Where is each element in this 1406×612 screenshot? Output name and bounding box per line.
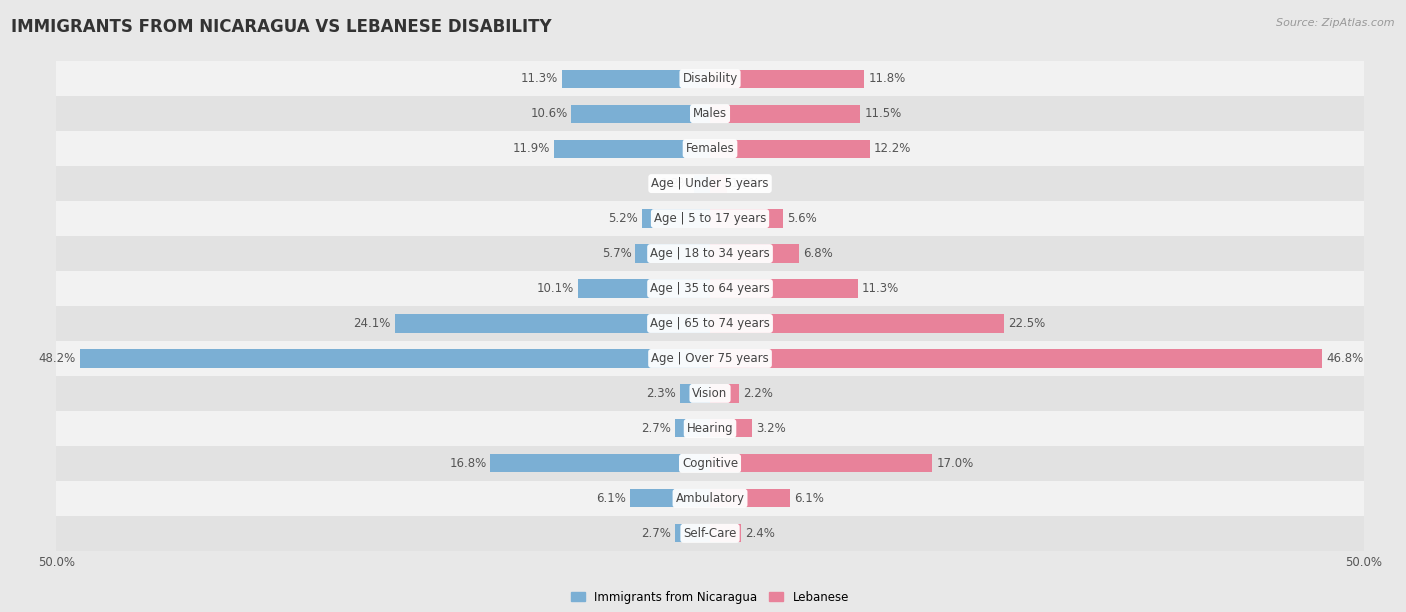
Text: IMMIGRANTS FROM NICARAGUA VS LEBANESE DISABILITY: IMMIGRANTS FROM NICARAGUA VS LEBANESE DI… bbox=[11, 18, 553, 36]
Bar bbox=[80, 349, 710, 368]
Text: Age | 65 to 74 years: Age | 65 to 74 years bbox=[650, 317, 770, 330]
Bar bbox=[56, 306, 1364, 341]
Text: 48.2%: 48.2% bbox=[38, 352, 76, 365]
Bar bbox=[710, 70, 865, 88]
Text: 3.2%: 3.2% bbox=[756, 422, 786, 435]
Bar bbox=[710, 244, 799, 263]
Bar bbox=[571, 105, 710, 123]
Text: 10.1%: 10.1% bbox=[537, 282, 574, 295]
Text: 2.7%: 2.7% bbox=[641, 527, 671, 540]
Text: Source: ZipAtlas.com: Source: ZipAtlas.com bbox=[1277, 18, 1395, 28]
Text: 6.8%: 6.8% bbox=[803, 247, 832, 260]
Text: 1.3%: 1.3% bbox=[731, 177, 761, 190]
Text: Females: Females bbox=[686, 142, 734, 155]
Bar bbox=[56, 376, 1364, 411]
Text: Cognitive: Cognitive bbox=[682, 457, 738, 470]
Text: 22.5%: 22.5% bbox=[1008, 317, 1046, 330]
Bar bbox=[578, 280, 710, 297]
Text: 5.2%: 5.2% bbox=[609, 212, 638, 225]
Bar bbox=[56, 411, 1364, 446]
Bar bbox=[630, 489, 710, 507]
Text: Disability: Disability bbox=[682, 72, 738, 85]
Text: 24.1%: 24.1% bbox=[353, 317, 391, 330]
Bar bbox=[710, 209, 783, 228]
Bar bbox=[710, 384, 738, 403]
Text: 16.8%: 16.8% bbox=[449, 457, 486, 470]
Text: 6.1%: 6.1% bbox=[596, 492, 626, 505]
Bar bbox=[562, 70, 710, 88]
Bar bbox=[395, 315, 710, 332]
Text: 2.7%: 2.7% bbox=[641, 422, 671, 435]
Text: 5.6%: 5.6% bbox=[787, 212, 817, 225]
Text: Males: Males bbox=[693, 107, 727, 120]
Text: Self-Care: Self-Care bbox=[683, 527, 737, 540]
Text: 6.1%: 6.1% bbox=[794, 492, 824, 505]
Text: 11.9%: 11.9% bbox=[513, 142, 551, 155]
Text: 46.8%: 46.8% bbox=[1326, 352, 1364, 365]
Bar bbox=[56, 446, 1364, 481]
Bar bbox=[636, 244, 710, 263]
Bar bbox=[56, 61, 1364, 96]
Text: 2.3%: 2.3% bbox=[647, 387, 676, 400]
Text: Age | 5 to 17 years: Age | 5 to 17 years bbox=[654, 212, 766, 225]
Bar bbox=[56, 131, 1364, 166]
Text: 12.2%: 12.2% bbox=[873, 142, 911, 155]
Text: 1.2%: 1.2% bbox=[661, 177, 690, 190]
Bar bbox=[681, 384, 710, 403]
Bar bbox=[710, 489, 790, 507]
Bar bbox=[56, 341, 1364, 376]
Text: Ambulatory: Ambulatory bbox=[675, 492, 745, 505]
Bar bbox=[675, 524, 710, 542]
Bar bbox=[710, 280, 858, 297]
Bar bbox=[710, 419, 752, 438]
Bar bbox=[56, 516, 1364, 551]
Bar bbox=[56, 201, 1364, 236]
Text: 11.3%: 11.3% bbox=[522, 72, 558, 85]
Bar bbox=[710, 454, 932, 472]
Legend: Immigrants from Nicaragua, Lebanese: Immigrants from Nicaragua, Lebanese bbox=[567, 586, 853, 608]
Bar bbox=[554, 140, 710, 158]
Text: Age | Under 5 years: Age | Under 5 years bbox=[651, 177, 769, 190]
Bar bbox=[710, 105, 860, 123]
Text: 10.6%: 10.6% bbox=[530, 107, 568, 120]
Text: Age | 35 to 64 years: Age | 35 to 64 years bbox=[650, 282, 770, 295]
Bar bbox=[56, 271, 1364, 306]
Text: Age | 18 to 34 years: Age | 18 to 34 years bbox=[650, 247, 770, 260]
Bar bbox=[56, 96, 1364, 131]
Text: Vision: Vision bbox=[692, 387, 728, 400]
Bar bbox=[710, 174, 727, 193]
Bar bbox=[710, 140, 869, 158]
Text: 17.0%: 17.0% bbox=[936, 457, 973, 470]
Bar bbox=[675, 419, 710, 438]
Bar bbox=[491, 454, 710, 472]
Bar bbox=[56, 481, 1364, 516]
Text: Age | Over 75 years: Age | Over 75 years bbox=[651, 352, 769, 365]
Bar bbox=[710, 524, 741, 542]
Text: 2.2%: 2.2% bbox=[742, 387, 772, 400]
Bar bbox=[710, 315, 1004, 332]
Bar bbox=[695, 174, 710, 193]
Text: Hearing: Hearing bbox=[686, 422, 734, 435]
Text: 5.7%: 5.7% bbox=[602, 247, 631, 260]
Bar bbox=[643, 209, 710, 228]
Text: 11.8%: 11.8% bbox=[869, 72, 905, 85]
Bar bbox=[710, 349, 1322, 368]
Bar bbox=[56, 166, 1364, 201]
Text: 11.3%: 11.3% bbox=[862, 282, 898, 295]
Bar bbox=[56, 236, 1364, 271]
Text: 2.4%: 2.4% bbox=[745, 527, 775, 540]
Text: 11.5%: 11.5% bbox=[865, 107, 901, 120]
